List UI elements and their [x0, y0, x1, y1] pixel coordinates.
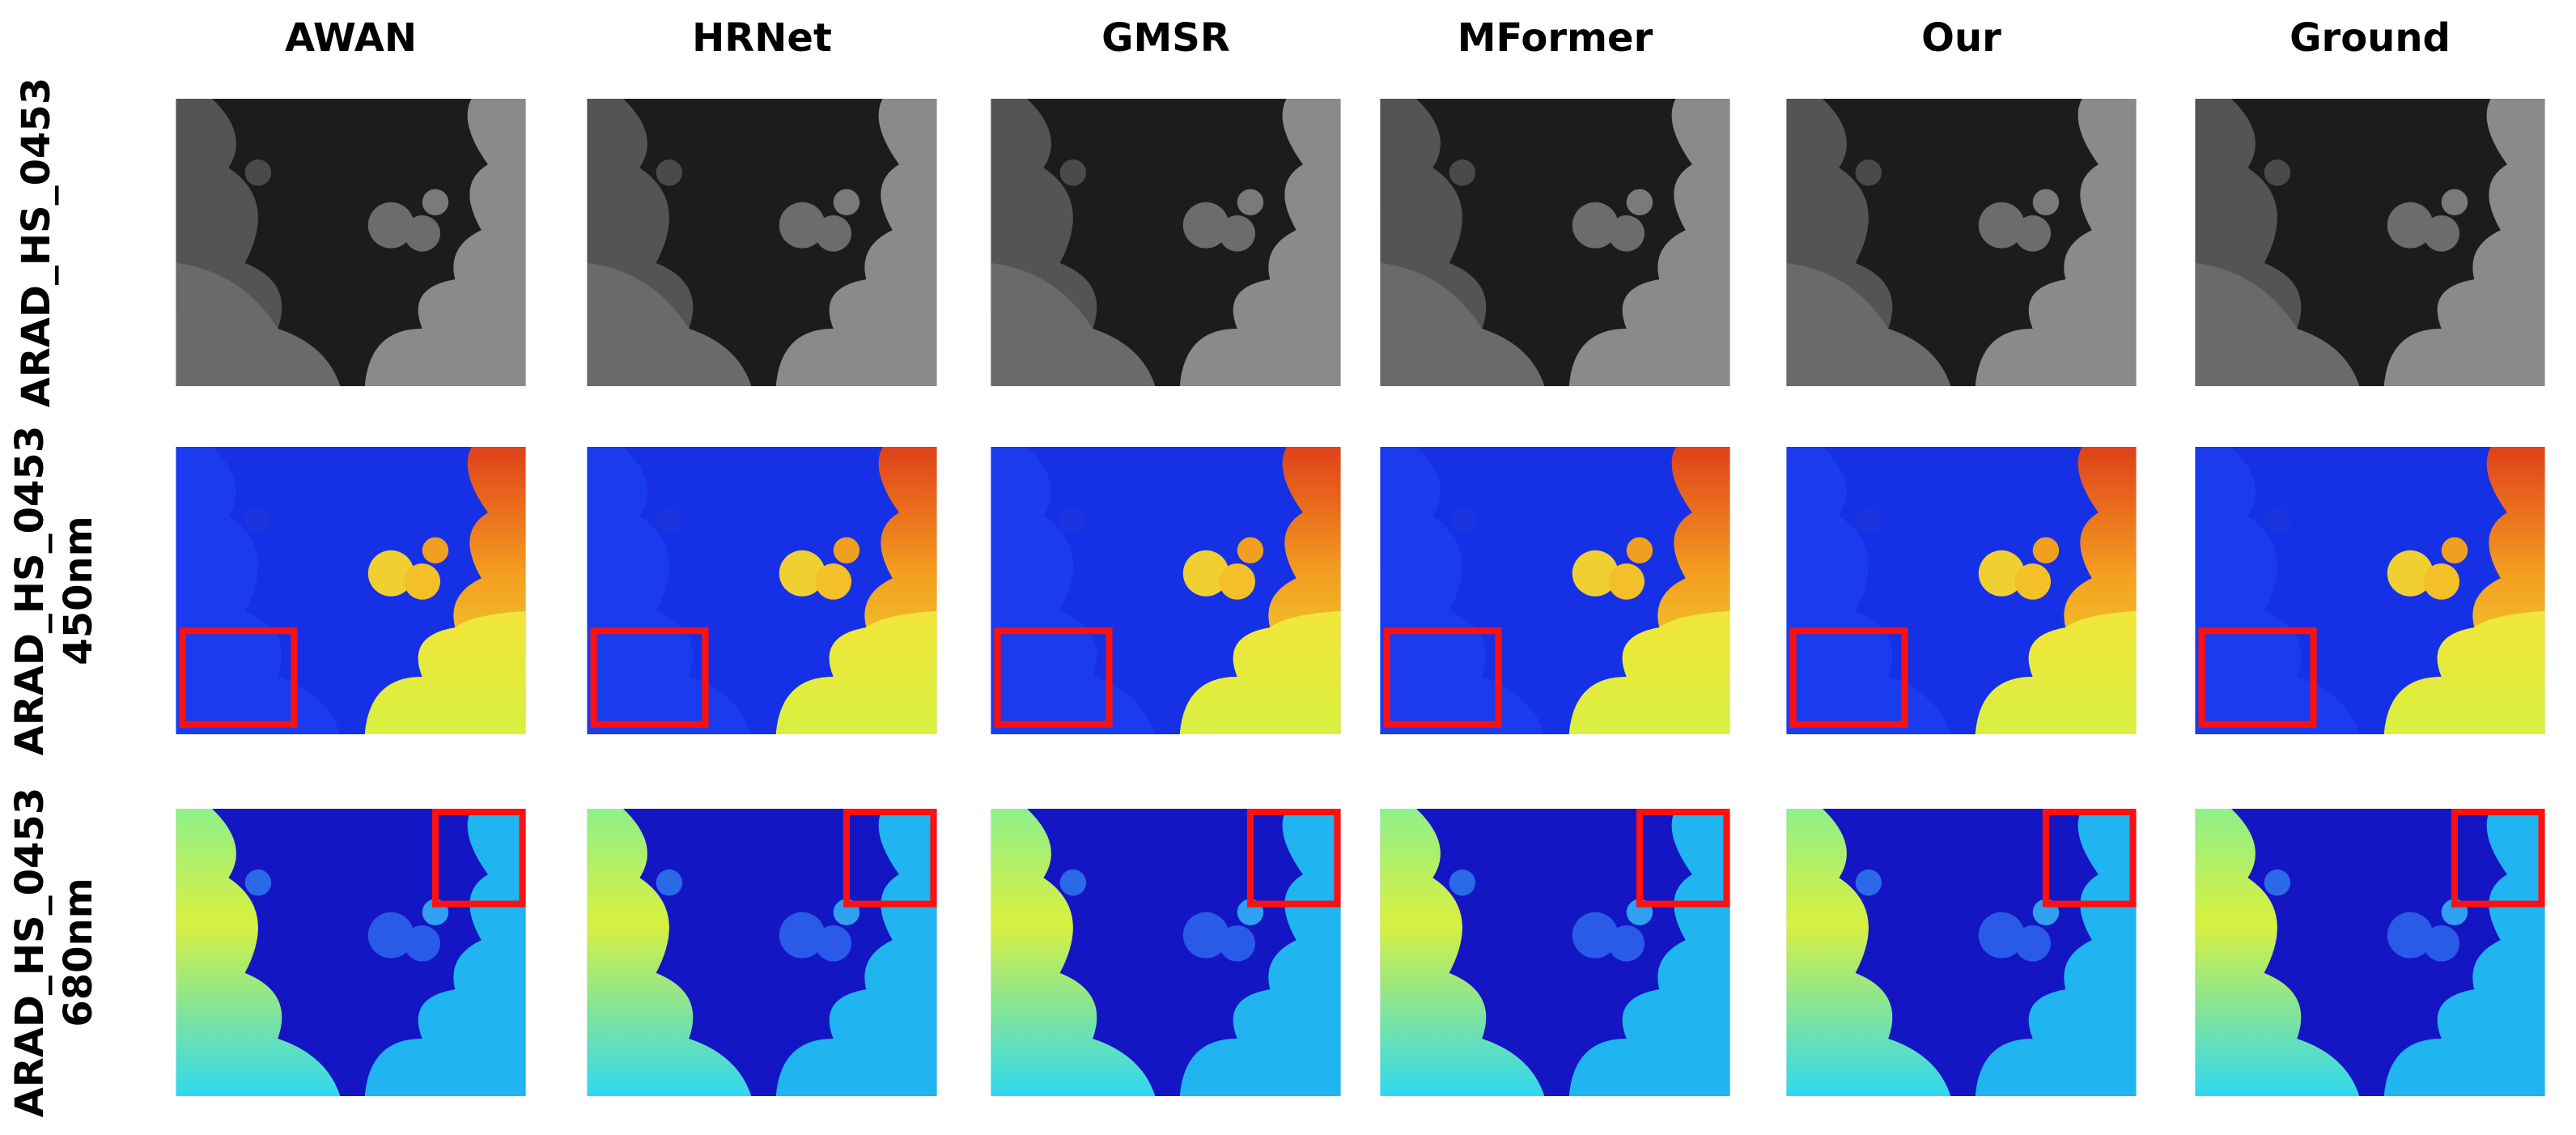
result-image	[2195, 809, 2544, 1096]
result-image	[991, 447, 1340, 734]
result-image	[2195, 99, 2545, 386]
row-label: ARAD_HS_0453	[14, 78, 59, 407]
column-header: HRNet	[692, 15, 832, 61]
result-image	[1786, 99, 2137, 386]
result-image	[587, 809, 936, 1096]
result-image	[176, 809, 525, 1096]
result-image	[1786, 447, 2136, 734]
result-image	[1380, 99, 1730, 386]
column-header: GMSR	[1101, 15, 1230, 61]
result-image	[587, 447, 936, 734]
result-image	[587, 99, 937, 386]
row-label: ARAD_HS_0453	[7, 788, 53, 1117]
result-image	[1786, 809, 2136, 1096]
row-wavelength: 450nm	[56, 516, 101, 665]
column-header: AWAN	[285, 15, 417, 61]
column-header: Ground	[2290, 15, 2451, 61]
result-image	[991, 809, 1340, 1096]
result-image	[176, 447, 525, 734]
result-image	[1380, 809, 1729, 1096]
result-image	[1380, 447, 1729, 734]
row-label: ARAD_HS_0453	[7, 426, 53, 755]
column-header: Our	[1921, 15, 2001, 61]
column-header: MFormer	[1458, 15, 1653, 61]
result-image	[991, 99, 1341, 386]
result-image	[2195, 447, 2544, 734]
row-wavelength: 680nm	[56, 878, 101, 1027]
result-image	[176, 99, 526, 386]
